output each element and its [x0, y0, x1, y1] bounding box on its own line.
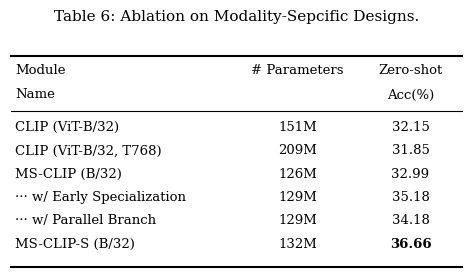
Text: Acc(%): Acc(%): [387, 89, 434, 101]
Text: 32.15: 32.15: [392, 121, 429, 134]
Text: CLIP (ViT-B/32, T768): CLIP (ViT-B/32, T768): [16, 144, 162, 157]
Text: ··· w/ Early Specialization: ··· w/ Early Specialization: [16, 191, 186, 204]
Text: 36.66: 36.66: [390, 238, 431, 251]
Text: ··· w/ Parallel Branch: ··· w/ Parallel Branch: [16, 214, 157, 227]
Text: 129M: 129M: [278, 214, 317, 227]
Text: Table 6: Ablation on Modality-Sepcific Designs.: Table 6: Ablation on Modality-Sepcific D…: [54, 10, 419, 24]
Text: # Parameters: # Parameters: [251, 64, 344, 77]
Text: 31.85: 31.85: [392, 144, 429, 157]
Text: 151M: 151M: [278, 121, 317, 134]
Text: MS-CLIP (B/32): MS-CLIP (B/32): [16, 168, 123, 181]
Text: MS-CLIP-S (B/32): MS-CLIP-S (B/32): [16, 238, 135, 251]
Text: Zero-shot: Zero-shot: [378, 64, 443, 77]
Text: 35.18: 35.18: [392, 191, 429, 204]
Text: 132M: 132M: [278, 238, 317, 251]
Text: 209M: 209M: [278, 144, 317, 157]
Text: Module: Module: [16, 64, 66, 77]
Text: 32.99: 32.99: [392, 168, 429, 181]
Text: Name: Name: [16, 89, 55, 101]
Text: 126M: 126M: [278, 168, 317, 181]
Text: 129M: 129M: [278, 191, 317, 204]
Text: 34.18: 34.18: [392, 214, 429, 227]
Text: CLIP (ViT-B/32): CLIP (ViT-B/32): [16, 121, 120, 134]
